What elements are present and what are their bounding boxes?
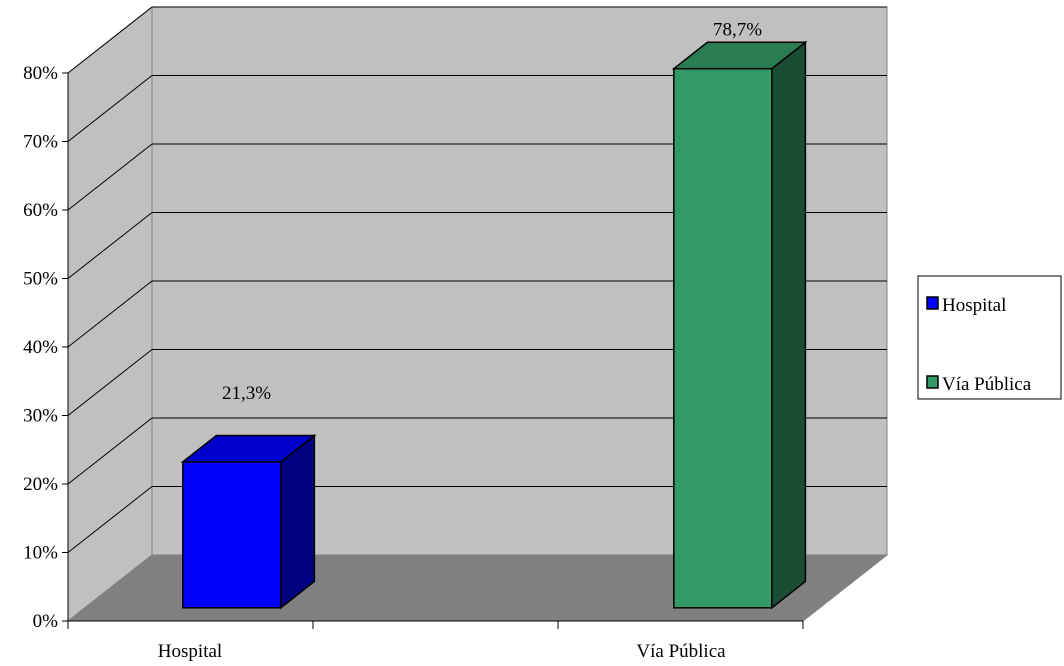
data-label: 21,3% xyxy=(222,383,271,404)
gridline-side xyxy=(67,6,153,74)
y-axis-labels: 0% 10% 20% 30% 40% 50% 60% 70% 80% xyxy=(23,63,68,632)
y-tick-label: 40% xyxy=(23,337,58,358)
y-tick-label: 30% xyxy=(23,406,58,427)
y-tick-label: 20% xyxy=(23,474,58,495)
bar-1 xyxy=(673,67,773,609)
data-labels: 21,3% 78,7% xyxy=(222,19,762,404)
bar-side xyxy=(280,433,316,610)
gridline-side xyxy=(67,280,153,348)
gridline-side xyxy=(67,349,153,416)
y-tick-label: 50% xyxy=(23,269,58,290)
x-axis: Hospital Vía Pública xyxy=(67,73,804,662)
gridline-side xyxy=(67,417,153,485)
y-tick-label: 10% xyxy=(23,543,58,564)
bars xyxy=(180,40,808,610)
x-tick-label: Hospital xyxy=(158,641,222,662)
gridline-side xyxy=(67,143,153,211)
y-tick-label: 70% xyxy=(23,132,58,153)
y-tick-label: 0% xyxy=(33,611,59,632)
y-tick-label: 80% xyxy=(23,63,58,84)
gridline-side xyxy=(67,212,153,279)
y-tick-label: 60% xyxy=(23,200,58,221)
gridline-side xyxy=(67,486,153,553)
bar-side xyxy=(771,40,807,610)
data-label: 78,7% xyxy=(713,19,762,40)
x-tick-label: Vía Pública xyxy=(636,641,726,662)
legend-swatch xyxy=(926,296,939,310)
legend-swatch xyxy=(926,375,939,389)
legend-box xyxy=(917,275,1062,400)
bar-0 xyxy=(182,461,282,609)
legend-label: Vía Pública xyxy=(942,374,1032,395)
legend-label: Hospital xyxy=(942,295,1006,316)
gridline-side xyxy=(67,75,153,142)
legend: Hospital Vía Pública xyxy=(917,275,1062,400)
